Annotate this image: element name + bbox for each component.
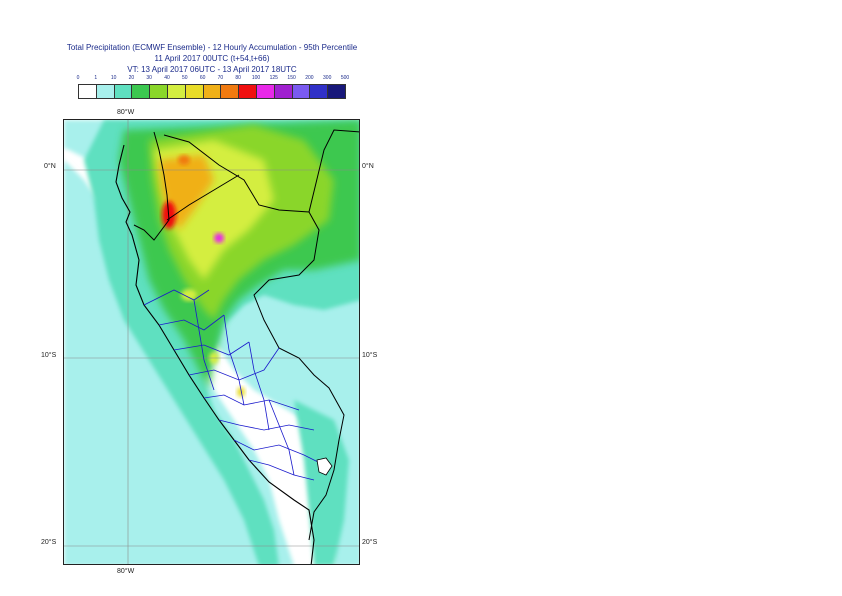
precip-max-orange <box>178 155 190 165</box>
map-canvas <box>64 120 359 564</box>
legend-tick-label: 150 <box>287 75 296 81</box>
lon-label-bottom: 80°W <box>117 568 135 575</box>
legend-swatch <box>291 84 311 99</box>
chart-title: Total Precipitation (ECMWF Ensemble) - 1… <box>66 43 358 52</box>
legend-tick-label: 40 <box>164 75 170 81</box>
precip-zone-10-south <box>294 400 349 564</box>
legend-swatch <box>202 84 222 99</box>
legend-swatch <box>95 84 115 99</box>
legend-tick-label: 70 <box>217 75 224 81</box>
legend-tick-label: 30 <box>146 75 152 81</box>
legend-swatch <box>149 84 168 99</box>
national-border <box>308 129 359 213</box>
lat-label-10s-right: 10°S <box>362 352 378 359</box>
graticule <box>64 120 359 564</box>
coastline <box>115 144 315 564</box>
legend-swatch <box>113 84 133 99</box>
legend-swatch <box>131 84 151 99</box>
lat-label-20s-right: 20°S <box>362 539 378 546</box>
legend-tick-label: 20 <box>128 75 135 81</box>
legend-tick-label: 125 <box>269 75 278 81</box>
legend-swatch <box>273 84 293 99</box>
regional-boundaries <box>143 289 325 481</box>
legend-tick-label: 100 <box>251 75 261 81</box>
legend-tick-label: 0 <box>76 75 80 81</box>
legend-swatch <box>327 84 346 99</box>
lat-label-0-left: 0°N <box>44 163 56 170</box>
legend-tick-label: 1 <box>94 75 98 81</box>
legend-swatch <box>309 84 329 99</box>
national-border <box>166 174 240 221</box>
legend-tick-label: 10 <box>110 75 117 81</box>
national-border <box>163 134 345 541</box>
lon-label-top: 80°W <box>117 109 135 116</box>
legend-tick-label: 80 <box>235 75 241 81</box>
legend-tick-label: 500 <box>340 75 350 81</box>
precipitation-map <box>63 119 360 565</box>
valid-time-label: VT: 13 April 2017 06UTC - 13 April 2017 … <box>127 65 297 74</box>
lat-label-20s-left: 20°S <box>41 539 57 546</box>
color-legend: 0 1 10 20 30 40 50 60 70 80 100 125 150 200 300 500 <box>76 75 350 105</box>
legend-tick-label: 50 <box>182 75 188 81</box>
legend-tick-label: 200 <box>305 75 314 81</box>
legend-swatch <box>220 84 240 99</box>
legend-swatch <box>238 84 257 99</box>
legend-swatch <box>167 84 186 99</box>
precip-max-magenta <box>214 233 224 243</box>
lat-label-10s-left: 10°S <box>41 352 57 359</box>
base-time-label: 11 April 2017 00UTC (t+54,t+66) <box>154 54 270 63</box>
national-border <box>133 131 170 241</box>
lake-titicaca <box>316 457 333 476</box>
legend-tick-label: 60 <box>199 75 206 81</box>
legend-swatch <box>78 84 97 99</box>
lat-label-0-right: 0°N <box>362 163 374 170</box>
legend-swatch <box>256 84 275 99</box>
legend-swatch <box>184 84 204 99</box>
legend-tick-label: 300 <box>323 75 332 81</box>
precip-spot-yellow-3 <box>181 289 197 301</box>
